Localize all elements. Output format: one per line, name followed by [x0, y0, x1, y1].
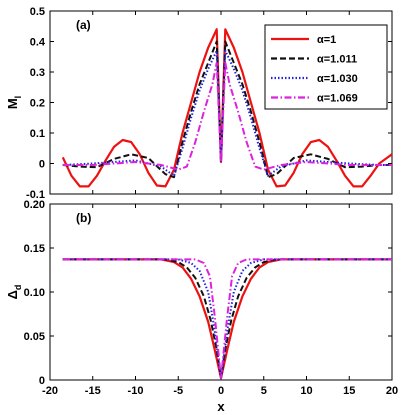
y-tick-label: -0.1: [26, 189, 45, 201]
panel-label: (a): [76, 18, 91, 32]
y-tick-label: 0.15: [24, 243, 45, 255]
x-tick-label: -10: [128, 385, 144, 397]
legend-label: α=1: [317, 34, 336, 46]
series-line: [62, 258, 392, 380]
y-tick-label: 0: [39, 375, 45, 387]
x-tick-label: 15: [343, 385, 355, 397]
series-line: [62, 258, 392, 380]
y-tick-label: 0.4: [30, 37, 46, 49]
panel-label: (b): [76, 211, 91, 225]
y-tick-label: 0.2: [30, 98, 45, 110]
y-tick-label: 0.05: [24, 331, 45, 343]
y-tick-label: 0.10: [24, 287, 45, 299]
y-axis-label: Ml: [5, 96, 23, 109]
x-tick-label: 20: [386, 385, 398, 397]
x-tick-label: -15: [85, 385, 101, 397]
y-tick-label: 0.3: [30, 67, 45, 79]
series-line: [62, 258, 392, 380]
series-layer: [62, 258, 392, 380]
y-tick-label: 0: [39, 159, 45, 171]
y-axis-label: Δd: [5, 285, 23, 300]
y-axis-label-sub: d: [13, 285, 23, 291]
x-tick-label: -5: [173, 385, 183, 397]
y-tick-label: 0.5: [30, 6, 45, 18]
legend-label: α=1.030: [317, 73, 358, 85]
legend: α=1 α=1.011 α=1.030 α=1.069: [264, 24, 388, 110]
x-axis-label: x: [217, 399, 225, 414]
series-line: [62, 61, 392, 171]
x-tick-label: -20: [42, 385, 58, 397]
y-tick-label: 0.1: [30, 128, 45, 140]
legend-label: α=1.069: [317, 93, 358, 105]
y-tick-label: 0.20: [24, 199, 45, 211]
x-tick-label: 10: [300, 385, 312, 397]
series-line: [61, 28, 392, 188]
panel-b: -20 -15 -10 -5 0 5 10 15 20 0 0.05 0.10 0.15 0.20 (b) Δ…: [5, 199, 398, 414]
x-tick-label: 0: [218, 385, 224, 397]
series-line: [62, 258, 392, 380]
y-axis-label-sub: l: [13, 96, 23, 99]
series-layer: [61, 28, 392, 188]
y-axis-label-main: M: [5, 98, 20, 109]
legend-label: α=1.011: [317, 54, 357, 66]
y-axis-label-main: Δ: [5, 290, 20, 299]
x-tick-label: 5: [261, 385, 267, 397]
plot-frame: [49, 203, 393, 381]
panel-a: -0.1 0 0.1 0.2 0.3 0.4 0.5 (a) Ml α=1 α=1.011 α=1.0…: [5, 6, 393, 201]
